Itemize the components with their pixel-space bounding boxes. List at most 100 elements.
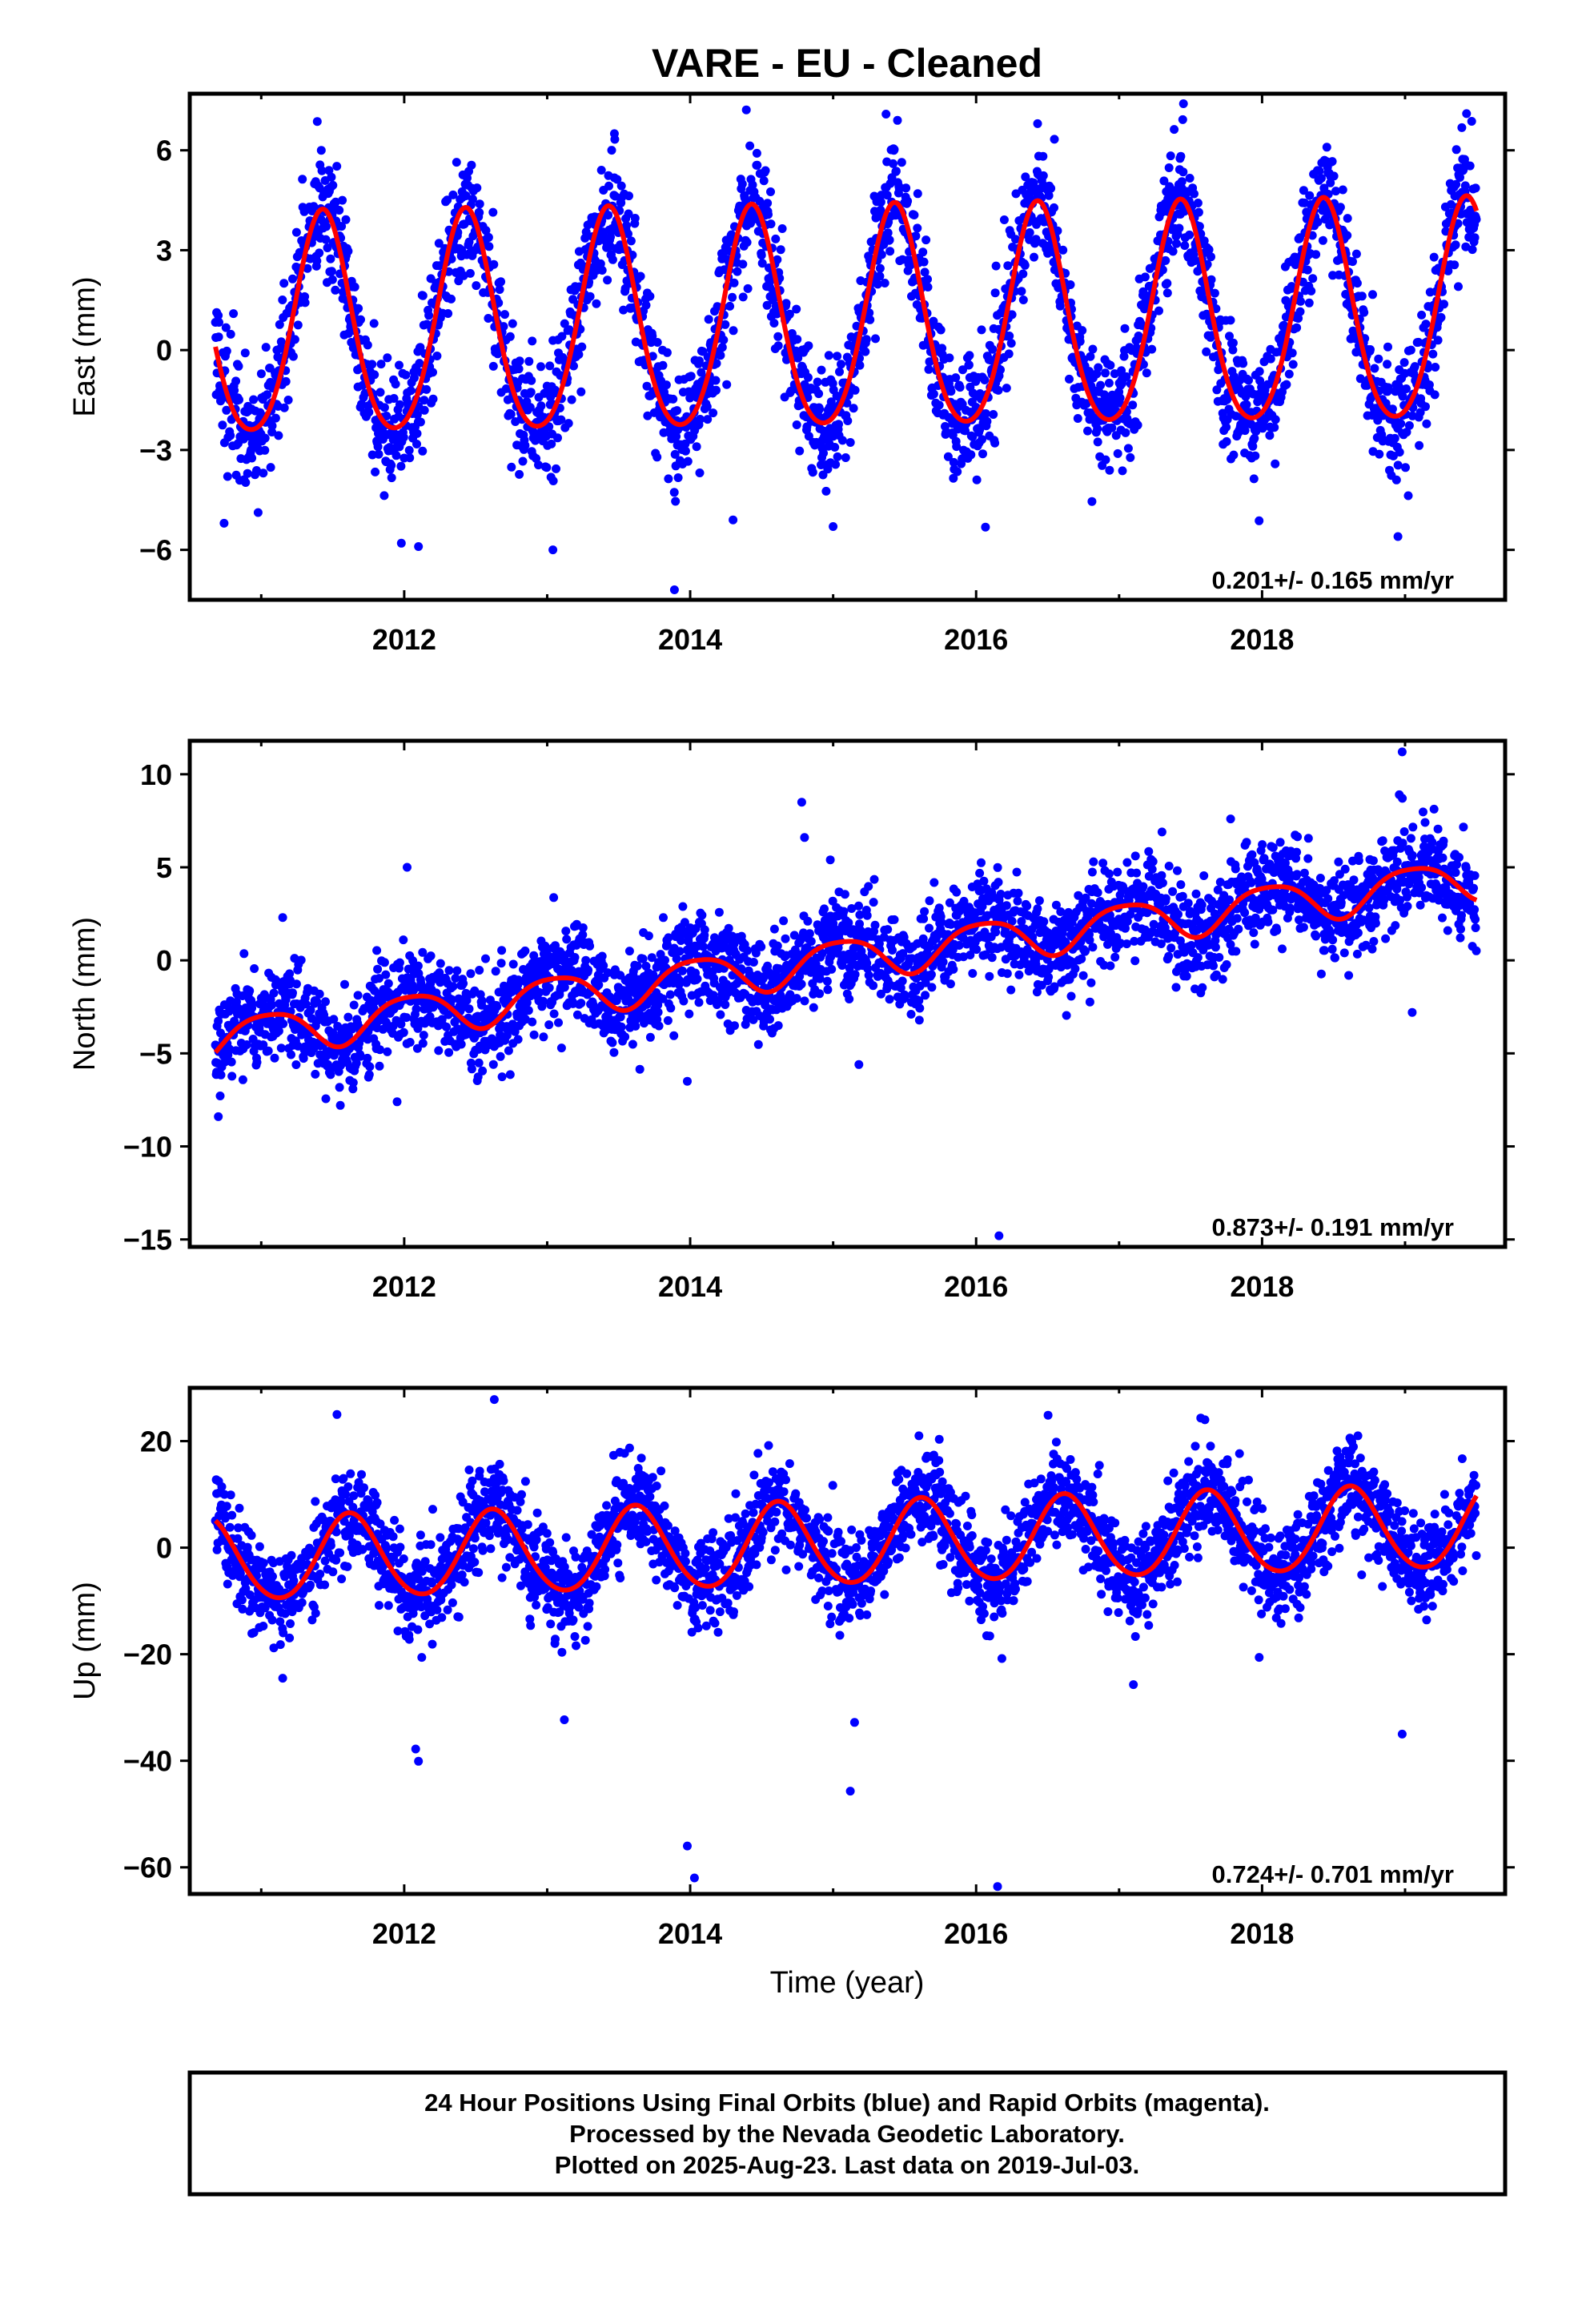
data-point xyxy=(1343,231,1352,240)
data-point xyxy=(226,431,235,440)
data-point xyxy=(606,232,615,242)
data-point xyxy=(256,369,266,379)
data-point xyxy=(1006,985,1016,995)
data-point xyxy=(837,436,847,445)
data-point xyxy=(229,309,239,319)
data-point xyxy=(1002,901,1011,911)
data-point xyxy=(901,183,911,193)
data-point xyxy=(865,308,874,318)
data-point xyxy=(827,964,837,974)
data-point xyxy=(1421,320,1431,329)
data-point xyxy=(1106,360,1115,370)
data-point xyxy=(383,353,392,363)
data-point xyxy=(619,305,628,315)
data-point xyxy=(321,235,331,244)
data-point xyxy=(379,403,389,412)
data-point xyxy=(515,356,524,366)
data-point xyxy=(841,453,850,462)
data-point xyxy=(1212,385,1222,395)
data-point xyxy=(1225,332,1234,341)
data-point xyxy=(1313,217,1323,227)
data-point xyxy=(985,971,994,981)
data-point xyxy=(693,974,702,983)
data-point xyxy=(662,348,672,357)
data-point xyxy=(762,300,772,310)
data-point xyxy=(410,373,419,383)
data-point xyxy=(954,941,964,950)
data-point xyxy=(276,1043,286,1053)
data-point xyxy=(1282,380,1291,389)
data-point xyxy=(267,1000,277,1010)
data-point xyxy=(738,292,748,302)
data-point xyxy=(1014,970,1024,979)
data-point xyxy=(1033,904,1042,914)
data-point xyxy=(604,181,613,191)
data-point xyxy=(977,325,986,335)
data-point xyxy=(1038,151,1048,161)
data-point xyxy=(824,351,833,360)
data-point xyxy=(551,385,560,395)
data-point xyxy=(624,947,634,956)
data-point xyxy=(882,191,892,200)
data-point xyxy=(492,1002,502,1011)
data-point xyxy=(1457,123,1467,132)
data-point xyxy=(925,896,934,906)
data-point xyxy=(343,328,353,338)
data-point xyxy=(1147,344,1157,354)
data-point xyxy=(527,376,536,385)
data-point xyxy=(669,1031,679,1040)
data-point xyxy=(1222,422,1231,432)
data-point xyxy=(291,1060,301,1069)
data-point xyxy=(578,923,588,932)
data-point xyxy=(520,946,530,955)
data-point xyxy=(444,966,454,975)
data-point xyxy=(1202,309,1211,319)
data-point xyxy=(285,969,295,979)
data-point xyxy=(909,211,919,219)
data-point xyxy=(1154,306,1163,316)
data-point xyxy=(766,219,776,229)
data-point xyxy=(315,248,324,258)
data-point xyxy=(609,1047,619,1057)
data-point xyxy=(610,191,620,201)
data-point xyxy=(300,298,310,308)
data-point xyxy=(338,195,347,205)
data-point xyxy=(936,325,946,335)
data-point xyxy=(381,970,391,979)
data-point xyxy=(489,259,499,269)
data-point xyxy=(332,162,342,171)
data-point xyxy=(672,432,681,441)
data-point xyxy=(303,263,312,273)
data-point xyxy=(724,923,733,933)
data-point xyxy=(391,380,400,389)
data-point xyxy=(1229,450,1239,460)
data-point xyxy=(1044,191,1054,200)
data-point xyxy=(545,361,555,371)
data-point xyxy=(1271,459,1280,468)
data-point xyxy=(508,319,517,328)
data-point xyxy=(402,1013,412,1023)
outlier-point xyxy=(316,146,326,155)
data-point xyxy=(661,380,671,390)
data-point xyxy=(803,372,813,382)
data-point xyxy=(949,964,958,974)
data-point xyxy=(773,341,783,351)
x-tick-label: 2014 xyxy=(658,623,722,656)
data-point xyxy=(987,953,997,963)
data-point xyxy=(1452,145,1461,155)
data-point xyxy=(1228,338,1238,348)
data-point xyxy=(525,403,535,412)
data-point xyxy=(1299,186,1308,195)
data-point xyxy=(1251,451,1260,460)
data-point xyxy=(462,995,472,1005)
data-point xyxy=(526,388,536,397)
data-point xyxy=(818,470,828,480)
outlier-point xyxy=(1033,119,1042,128)
y-tick-label: 6 xyxy=(156,135,172,167)
data-point xyxy=(1070,964,1080,974)
data-point xyxy=(452,966,462,975)
data-point xyxy=(1100,390,1109,400)
data-point xyxy=(1007,310,1017,320)
data-point xyxy=(1199,236,1209,246)
